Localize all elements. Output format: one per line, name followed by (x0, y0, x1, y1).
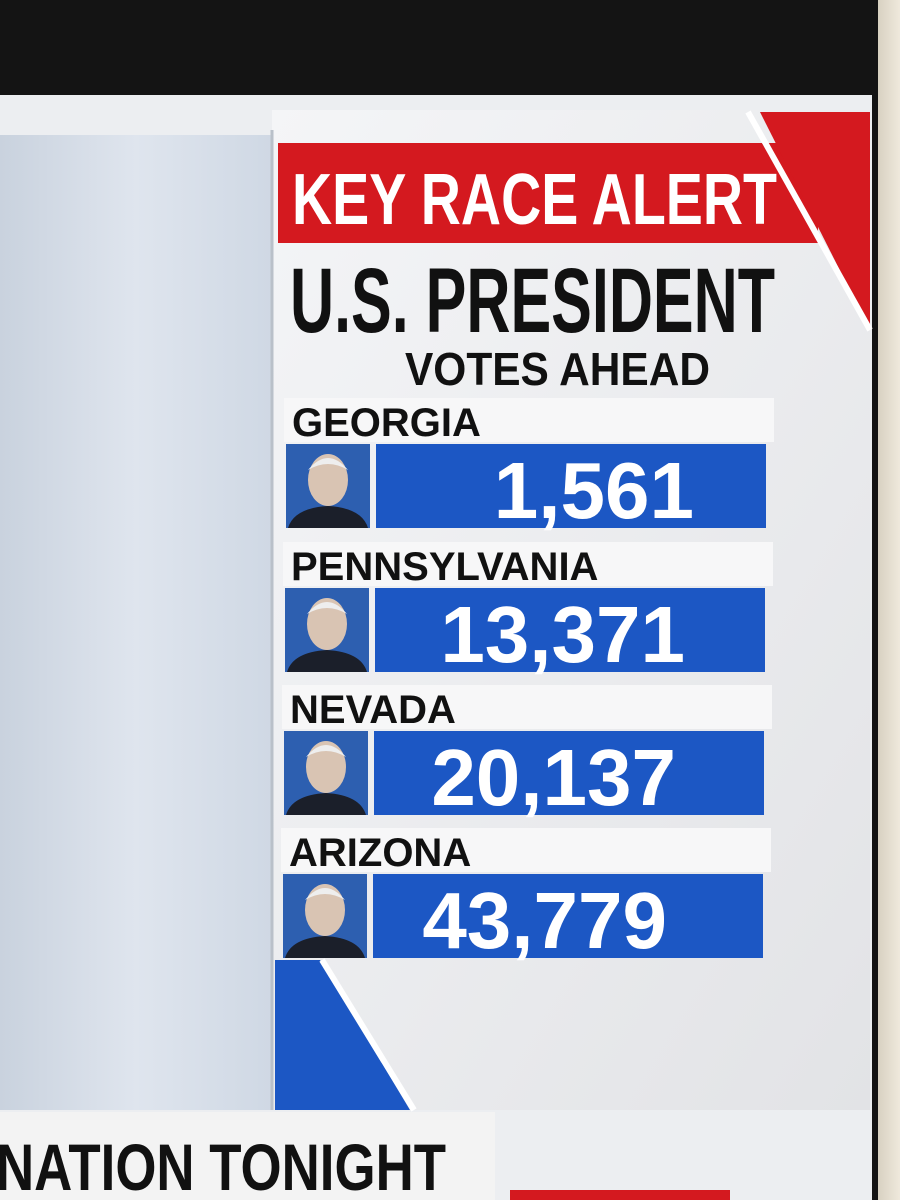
race-row: GEORGIA 1,561 (284, 398, 774, 535)
portrait-face (307, 598, 347, 650)
votes-ahead: 43,779 (422, 876, 667, 965)
portrait-hair (308, 458, 348, 470)
ticker-text: NATION TONIGHT (0, 1130, 446, 1200)
votes-ahead: 20,137 (431, 733, 676, 822)
state-name: NEVADA (290, 688, 456, 732)
votes-ahead: 1,561 (494, 446, 694, 535)
wall-edge (878, 0, 900, 1200)
race-subtitle: VOTES AHEAD (405, 343, 710, 395)
blue-corner (275, 960, 410, 1110)
state-strip (283, 542, 773, 586)
value-bar (374, 731, 764, 815)
value-bar (375, 588, 765, 672)
portrait-suit (285, 936, 365, 958)
corner-stripe (745, 110, 873, 332)
blue-stripe (319, 958, 417, 1112)
portrait-face (306, 741, 346, 793)
portrait-hair (305, 888, 345, 900)
alert-text: KEY RACE ALERT (292, 160, 777, 240)
value-bar (376, 444, 766, 528)
value-bar (373, 874, 763, 958)
state-strip (281, 828, 771, 872)
portrait-suit (286, 793, 366, 815)
portrait-face (305, 884, 345, 936)
alert-banner (278, 143, 818, 243)
portrait-hair (307, 602, 347, 614)
votes-ahead: 13,371 (440, 590, 685, 679)
portrait-suit (287, 650, 367, 672)
state-strip (282, 685, 772, 729)
portrait-suit (288, 506, 368, 528)
state-name: ARIZONA (289, 831, 471, 875)
studio-panel (0, 135, 272, 1110)
ticker-red (510, 1190, 730, 1200)
portrait-face (308, 454, 348, 506)
portrait-hair (306, 745, 346, 757)
state-name: GEORGIA (292, 401, 481, 445)
ticker-box (0, 1112, 495, 1200)
race-list: GEORGIA1,561PENNSYLVANIA13,371NEVADA20,1… (281, 398, 774, 965)
state-strip (284, 398, 774, 442)
race-title: U.S. PRESIDENT (290, 250, 775, 352)
state-name: PENNSYLVANIA (291, 545, 598, 589)
